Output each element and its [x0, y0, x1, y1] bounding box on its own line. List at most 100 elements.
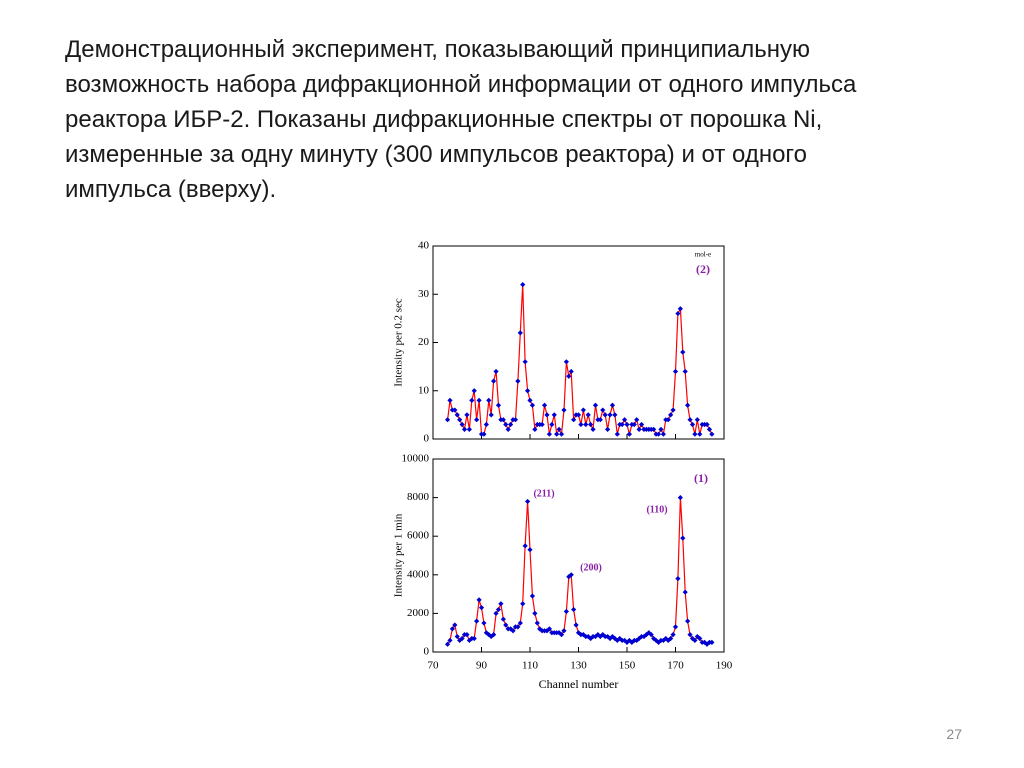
data-point [568, 572, 574, 578]
data-point [682, 368, 688, 375]
data-point [672, 624, 679, 630]
data-point [527, 397, 533, 403]
data-point [503, 622, 509, 628]
y-tick-label: 4000 [407, 568, 430, 580]
annotation: (211) [533, 488, 554, 499]
data-point [670, 407, 676, 413]
data-point [476, 397, 482, 403]
data-point [663, 635, 669, 642]
data-point [471, 388, 477, 394]
data-point [529, 402, 536, 408]
data-point [561, 407, 567, 413]
data-point [452, 407, 458, 413]
data-point [689, 635, 696, 642]
y-tick-label: 20 [418, 336, 430, 348]
y-tick-label: 8000 [407, 491, 430, 503]
data-point [488, 412, 494, 418]
data-point [648, 632, 654, 638]
data-point [680, 535, 686, 541]
data-point [447, 637, 453, 644]
data-point [508, 626, 514, 632]
data-point [687, 417, 693, 423]
data-point [466, 426, 472, 432]
data-point [704, 421, 710, 428]
data-point [687, 632, 693, 638]
data-point [685, 402, 691, 408]
data-point [549, 421, 555, 428]
data-point [554, 431, 560, 437]
y-tick-label: 6000 [407, 530, 430, 542]
data-point [704, 641, 710, 647]
data-point [580, 407, 586, 413]
data-point [486, 632, 492, 638]
data-point [534, 620, 540, 626]
data-point [665, 637, 671, 644]
data-point [631, 421, 637, 428]
data-point [619, 421, 625, 428]
data-point [524, 498, 531, 505]
data-point [544, 628, 550, 634]
x-tick-label: 110 [522, 660, 539, 672]
data-point [575, 412, 582, 418]
y-tick-label: 2000 [407, 607, 430, 619]
data-point [500, 417, 506, 423]
data-point [694, 417, 700, 423]
data-point [692, 637, 698, 644]
data-point [638, 421, 645, 428]
data-point [675, 576, 681, 582]
data-point [566, 373, 572, 379]
data-point [486, 397, 492, 403]
data-point [493, 610, 499, 616]
data-point [459, 635, 465, 642]
data-point [491, 378, 497, 384]
data-point [461, 426, 468, 432]
data-point [498, 601, 504, 607]
data-point [556, 630, 562, 636]
annotation: (2) [696, 262, 710, 276]
data-point [520, 601, 526, 607]
data-point [702, 639, 708, 645]
data-point [682, 589, 688, 595]
data-point [605, 633, 611, 640]
annotation: (200) [580, 562, 602, 573]
data-point [578, 421, 584, 428]
data-point [600, 407, 606, 413]
data-point [641, 633, 647, 640]
data-point [624, 421, 630, 428]
data-point [495, 402, 502, 408]
data-point [561, 628, 567, 634]
data-point [532, 426, 538, 432]
data-point [605, 426, 611, 432]
data-point [607, 412, 613, 418]
data-point [444, 641, 451, 647]
slide-text: Демонстрационный эксперимент, показывающ… [65, 32, 965, 207]
data-point [617, 635, 623, 642]
data-point [614, 431, 620, 437]
data-point [670, 632, 676, 638]
data-point [706, 426, 713, 432]
y-axis-label: Intensity per 0.2 sec [393, 298, 405, 387]
data-point [527, 547, 533, 553]
data-point [444, 417, 451, 423]
data-point [680, 349, 686, 355]
data-point [454, 633, 460, 640]
data-point [483, 421, 489, 428]
data-point [469, 397, 475, 403]
text-line: возможность набора дифракционной информа… [65, 71, 857, 98]
data-point [621, 637, 628, 644]
data-point [505, 426, 511, 432]
data-point [483, 630, 489, 636]
data-point [692, 431, 698, 437]
data-point [454, 412, 460, 418]
data-point [660, 431, 666, 437]
data-point [529, 593, 536, 599]
data-point [697, 635, 703, 642]
plot-frame [432, 245, 725, 440]
data-point [634, 417, 640, 423]
data-point [481, 431, 487, 437]
data-point [609, 402, 616, 408]
data-point [653, 637, 659, 644]
data-point [651, 635, 657, 642]
data-point [668, 412, 674, 418]
